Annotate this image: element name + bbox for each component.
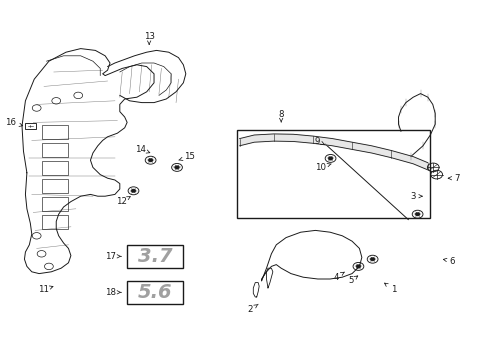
Text: 2: 2 xyxy=(247,304,258,314)
Text: 1: 1 xyxy=(384,283,396,294)
Text: 5: 5 xyxy=(347,276,357,285)
Bar xyxy=(41,125,68,139)
Text: 10: 10 xyxy=(314,163,330,172)
Bar xyxy=(127,245,183,268)
Bar xyxy=(41,161,68,175)
Text: 7: 7 xyxy=(447,174,459,183)
Circle shape xyxy=(355,265,360,268)
Circle shape xyxy=(148,158,153,162)
Text: 17: 17 xyxy=(104,252,121,261)
Bar xyxy=(41,197,68,211)
Circle shape xyxy=(369,257,374,261)
Bar xyxy=(41,143,68,157)
Text: 6: 6 xyxy=(443,256,454,265)
Text: 14: 14 xyxy=(135,145,149,154)
Bar xyxy=(41,179,68,193)
Text: 5.6: 5.6 xyxy=(138,283,172,302)
Text: 3.7: 3.7 xyxy=(138,247,172,266)
Bar xyxy=(127,281,183,304)
Text: 18: 18 xyxy=(104,288,121,297)
Text: 16: 16 xyxy=(5,118,22,127)
Circle shape xyxy=(327,157,332,160)
Circle shape xyxy=(414,212,419,216)
Text: 13: 13 xyxy=(143,32,154,44)
Bar xyxy=(25,123,36,129)
Text: 4: 4 xyxy=(333,272,344,282)
Text: 11: 11 xyxy=(38,285,53,294)
Text: 8: 8 xyxy=(278,110,284,122)
Circle shape xyxy=(174,166,179,169)
Bar xyxy=(41,215,68,229)
Text: 15: 15 xyxy=(179,152,195,161)
Text: 12: 12 xyxy=(116,197,130,206)
Polygon shape xyxy=(239,134,427,170)
Text: 9: 9 xyxy=(314,136,324,145)
Bar xyxy=(237,130,429,218)
Text: 3: 3 xyxy=(409,192,421,201)
Circle shape xyxy=(131,189,136,193)
